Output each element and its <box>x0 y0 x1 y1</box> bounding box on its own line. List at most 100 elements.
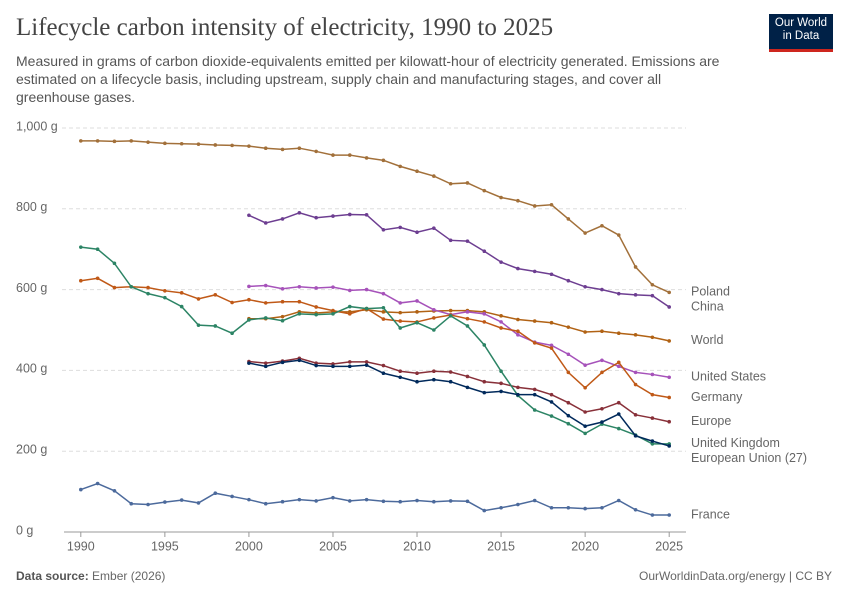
point <box>633 434 638 438</box>
point <box>196 142 201 146</box>
point <box>146 285 150 290</box>
series-line <box>80 277 670 399</box>
point <box>398 310 403 315</box>
point <box>516 317 520 322</box>
point <box>633 413 638 417</box>
point <box>95 247 100 251</box>
point <box>667 305 671 309</box>
point <box>112 261 117 266</box>
point <box>79 245 83 249</box>
point <box>112 139 117 144</box>
point <box>583 410 587 414</box>
point <box>129 501 134 506</box>
point <box>633 382 638 387</box>
point <box>364 156 369 160</box>
point <box>516 333 520 337</box>
point <box>263 301 268 305</box>
point <box>549 272 554 277</box>
point <box>583 424 587 428</box>
point <box>247 318 251 322</box>
point <box>398 319 403 323</box>
series-line <box>248 359 670 447</box>
point <box>650 293 655 298</box>
logo[interactable]: Our World in Data <box>769 14 833 52</box>
point <box>616 426 621 431</box>
point <box>549 400 554 404</box>
point <box>79 487 83 492</box>
x-tick-label: 2020 <box>571 539 599 553</box>
point <box>600 406 604 411</box>
point <box>482 312 487 316</box>
point <box>465 324 470 328</box>
point <box>314 215 318 220</box>
point <box>532 387 537 392</box>
point <box>263 283 268 288</box>
point <box>280 499 285 504</box>
point <box>549 343 554 348</box>
point <box>448 314 453 318</box>
x-tick-label: 2000 <box>235 539 263 553</box>
point <box>230 494 234 499</box>
point <box>448 379 453 384</box>
point <box>347 312 352 316</box>
point <box>583 284 587 289</box>
point <box>667 339 671 343</box>
point <box>549 202 554 207</box>
point <box>247 144 251 148</box>
point <box>650 513 655 517</box>
point <box>280 147 285 152</box>
series-line <box>248 309 670 342</box>
point <box>247 361 251 365</box>
credit[interactable]: OurWorldinData.org/energy | CC BY <box>639 569 832 583</box>
point <box>95 276 100 281</box>
point <box>432 316 436 320</box>
point <box>297 497 302 502</box>
point <box>633 293 638 297</box>
point <box>280 314 285 319</box>
point <box>364 497 369 502</box>
point <box>163 500 167 504</box>
point <box>583 431 587 436</box>
point <box>179 291 184 295</box>
point <box>465 499 470 504</box>
point <box>465 316 470 321</box>
point <box>79 139 83 143</box>
point <box>415 320 419 325</box>
point <box>566 505 571 510</box>
point <box>650 335 655 340</box>
point <box>448 181 453 186</box>
title: Lifecycle carbon intensity of electricit… <box>16 14 554 41</box>
point <box>549 346 554 350</box>
point <box>432 226 436 230</box>
point <box>381 310 386 314</box>
point <box>516 392 520 397</box>
point <box>247 497 251 502</box>
source-text: Ember (2026) <box>92 569 166 583</box>
point <box>432 499 436 504</box>
point <box>432 308 436 312</box>
point <box>633 333 638 337</box>
point <box>398 375 403 380</box>
legend-label: China <box>691 300 724 314</box>
point <box>650 282 655 287</box>
y-tick-label: 600 g <box>16 281 47 295</box>
point <box>280 299 285 304</box>
point <box>549 392 554 397</box>
point <box>465 239 470 243</box>
point <box>230 300 234 305</box>
point <box>364 213 369 217</box>
point <box>79 278 83 283</box>
point <box>297 284 302 289</box>
point <box>415 498 419 503</box>
point <box>499 195 503 200</box>
point <box>600 329 604 334</box>
point <box>616 360 621 365</box>
point <box>347 364 352 369</box>
point <box>196 501 201 505</box>
point <box>650 392 655 397</box>
point <box>263 364 268 369</box>
series-line <box>80 482 670 516</box>
point <box>415 310 419 314</box>
point <box>297 211 302 215</box>
point <box>532 341 537 345</box>
